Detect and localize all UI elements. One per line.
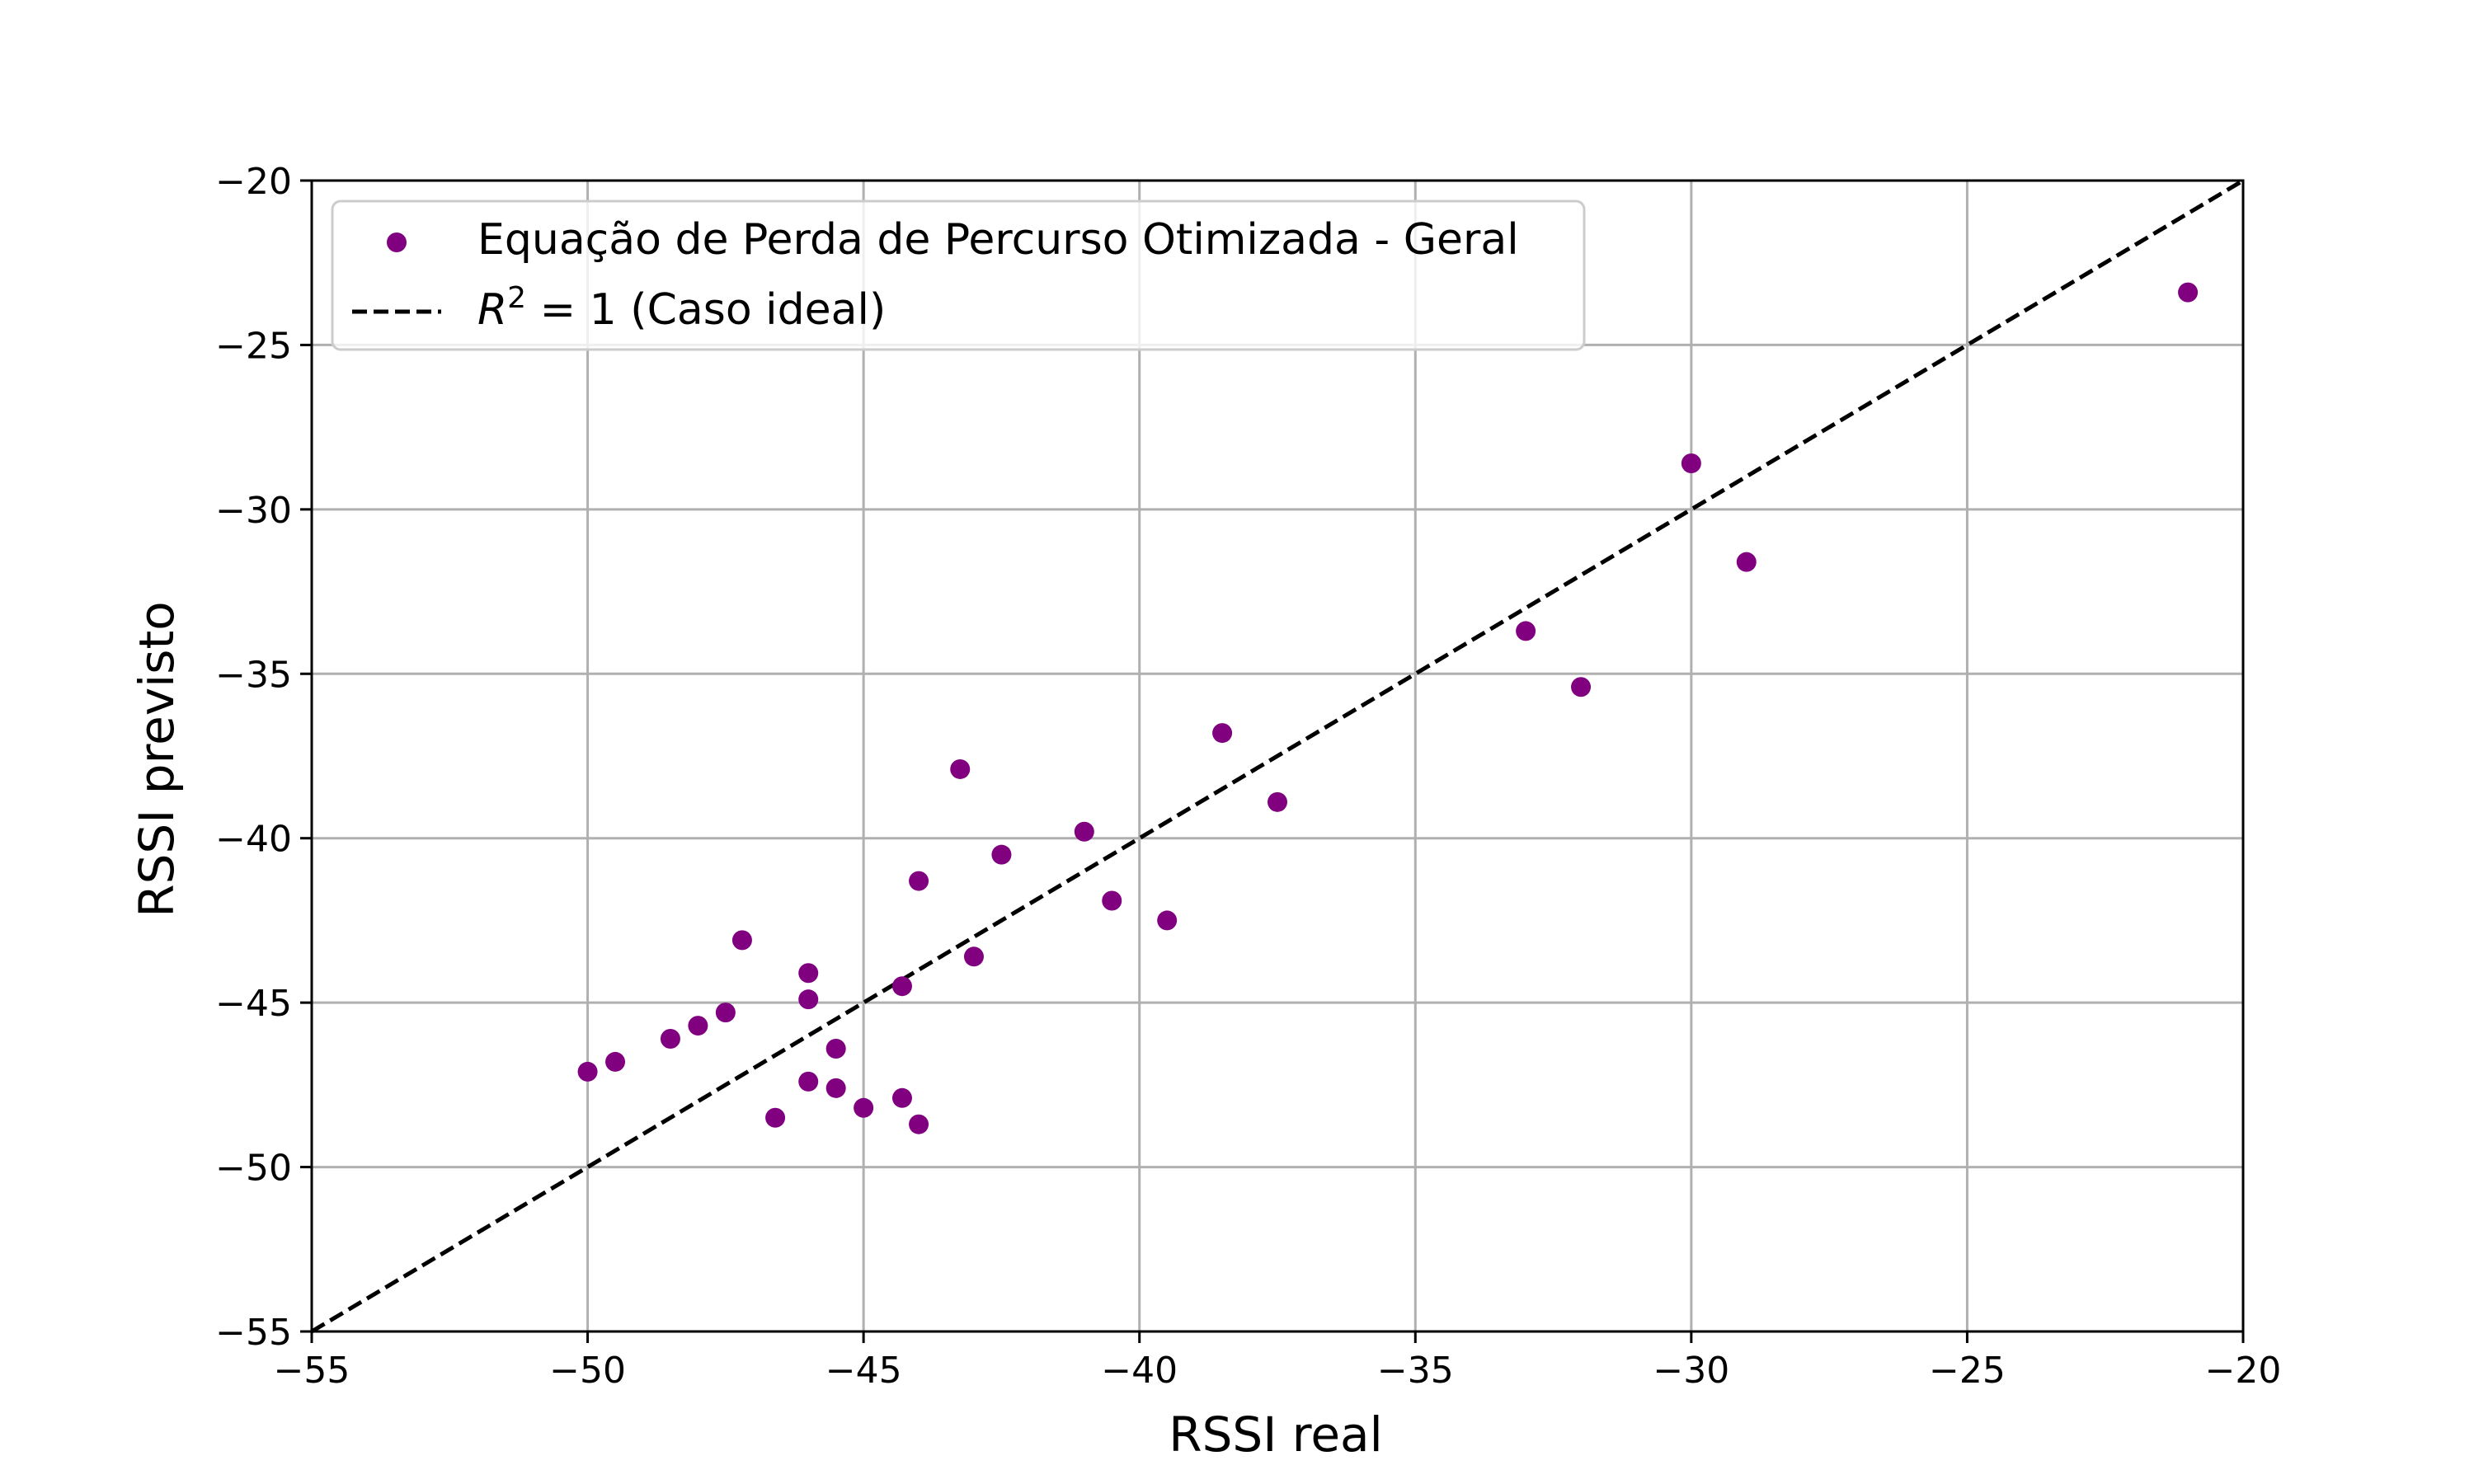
data-point <box>891 976 912 997</box>
data-point <box>1157 910 1178 931</box>
x-tick-label: −35 <box>1377 1350 1454 1392</box>
y-tick-label: −50 <box>215 1148 292 1190</box>
data-point <box>1268 791 1287 812</box>
tick-labels: −55 −50 −45 −40 −35 −30 −25 −20 −55 −50 −45 −40 −35 −… <box>215 161 2281 1392</box>
y-tick-label: −40 <box>215 819 292 861</box>
data-point <box>854 1097 874 1118</box>
legend-label-line: R2 = 1 (Caso ideal) <box>477 281 886 335</box>
data-point <box>605 1051 626 1072</box>
x-tick-label: −30 <box>1653 1350 1729 1392</box>
reference-line <box>310 178 2245 1334</box>
data-point <box>1212 723 1233 744</box>
data-point <box>950 758 971 779</box>
legend-marker-scatter <box>387 232 407 252</box>
data-point <box>731 930 752 951</box>
data-point <box>798 963 819 984</box>
data-point <box>825 1038 846 1059</box>
data-point <box>798 989 819 1010</box>
y-tick-label: −25 <box>215 325 292 367</box>
data-point <box>963 946 984 967</box>
data-point <box>909 1114 929 1134</box>
axis-ticks <box>300 179 2245 1343</box>
data-point <box>1102 890 1122 911</box>
legend-label-scatter: Equação de Perda de Percurso Otimizada -… <box>477 215 1519 265</box>
data-point <box>909 871 929 891</box>
grid <box>310 179 2245 1333</box>
data-point <box>715 1003 736 1023</box>
plot-frame <box>310 179 2245 1333</box>
x-tick-label: −25 <box>1929 1350 2006 1392</box>
data-points <box>577 282 2199 1134</box>
data-point <box>688 1016 708 1036</box>
data-point <box>2178 282 2199 303</box>
data-point <box>825 1078 846 1098</box>
x-tick-label: −50 <box>549 1350 626 1392</box>
data-point <box>1736 552 1757 572</box>
x-tick-label: −55 <box>274 1350 350 1392</box>
y-axis-label: RSSI previsto <box>129 601 185 917</box>
legend-box <box>331 200 1586 351</box>
data-point <box>1074 821 1094 842</box>
legend: Equação de Perda de Percurso Otimizada -… <box>331 200 1586 351</box>
data-point <box>577 1061 598 1082</box>
y-tick-label: −45 <box>215 983 292 1025</box>
y-tick-label: −35 <box>215 654 292 696</box>
x-tick-label: −40 <box>1101 1350 1178 1392</box>
data-point <box>1571 677 1592 697</box>
x-tick-label: −45 <box>825 1350 902 1392</box>
x-axis-label: RSSI real <box>1169 1407 1382 1463</box>
data-point <box>660 1029 680 1050</box>
x-tick-label: −20 <box>2205 1350 2282 1392</box>
data-point <box>1516 621 1536 641</box>
data-point <box>798 1071 819 1092</box>
data-point <box>765 1107 786 1128</box>
data-point <box>1681 453 1701 474</box>
y-tick-label: −30 <box>215 490 292 532</box>
y-tick-label: −20 <box>215 161 292 203</box>
y-tick-label: −55 <box>215 1312 292 1354</box>
reference-line-group <box>310 178 2245 1334</box>
data-point <box>891 1087 912 1108</box>
data-point <box>991 844 1012 865</box>
